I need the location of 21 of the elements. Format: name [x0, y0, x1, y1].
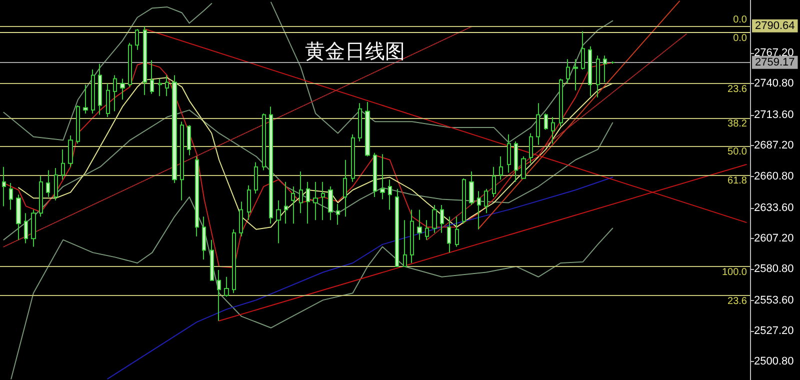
y-tick-label: 2527.20 — [754, 325, 794, 338]
y-tick-label: 2580.80 — [754, 263, 794, 276]
y-tick-label: 2553.60 — [754, 294, 794, 307]
y-tick-label: 2740.80 — [754, 78, 794, 90]
annotation: 50.0 — [728, 146, 748, 158]
annotation: 38.2 — [728, 118, 748, 130]
annotation: 0.0 — [733, 32, 748, 44]
annotation: 61.8 — [728, 175, 748, 186]
text: 黄金日线图 — [305, 39, 405, 63]
ref-line-label: 2790.64 — [755, 20, 795, 32]
ref-line-label: 2759.17 — [755, 56, 795, 68]
y-tick-label: 2607.20 — [754, 232, 794, 244]
y-tick-label: 2633.60 — [754, 202, 794, 214]
y-tick-label: 2660.80 — [754, 170, 794, 182]
y-tick-label: 2500.80 — [754, 356, 794, 368]
annotation: 0.0 — [733, 14, 748, 26]
annotation: 23.6 — [728, 84, 748, 95]
y-tick-label: 2713.60 — [754, 109, 794, 122]
y-tick-label: 2687.20 — [754, 140, 794, 152]
annotation: 100.0 — [722, 266, 748, 278]
annotation: 23.6 — [728, 296, 748, 307]
